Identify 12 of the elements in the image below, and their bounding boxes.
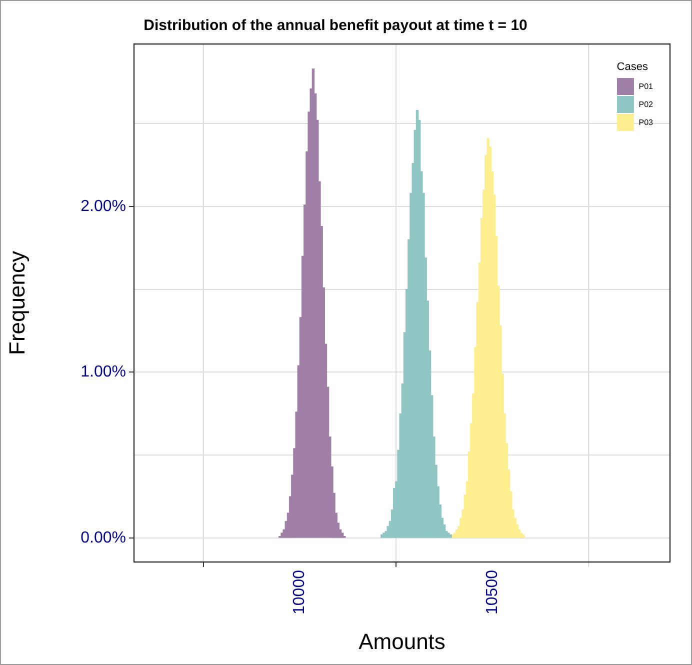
x-tick-label: 10500	[484, 570, 501, 614]
legend-label: P03	[638, 118, 653, 126]
y-axis-title: Frequency	[4, 251, 30, 355]
y-tick-label: 1.00%	[80, 364, 126, 381]
legend-label: P01	[638, 82, 653, 90]
y-tick-label: 0.00%	[80, 529, 126, 546]
legend-title: Cases	[616, 61, 649, 73]
legend-label: P02	[638, 100, 653, 108]
x-tick-label: 10000	[291, 570, 308, 614]
y-tick-label: 2.00%	[80, 198, 126, 215]
x-axis-title: Amounts	[358, 628, 446, 654]
chart-title: Distribution of the annual benefit payout at time t = 10	[144, 17, 528, 34]
